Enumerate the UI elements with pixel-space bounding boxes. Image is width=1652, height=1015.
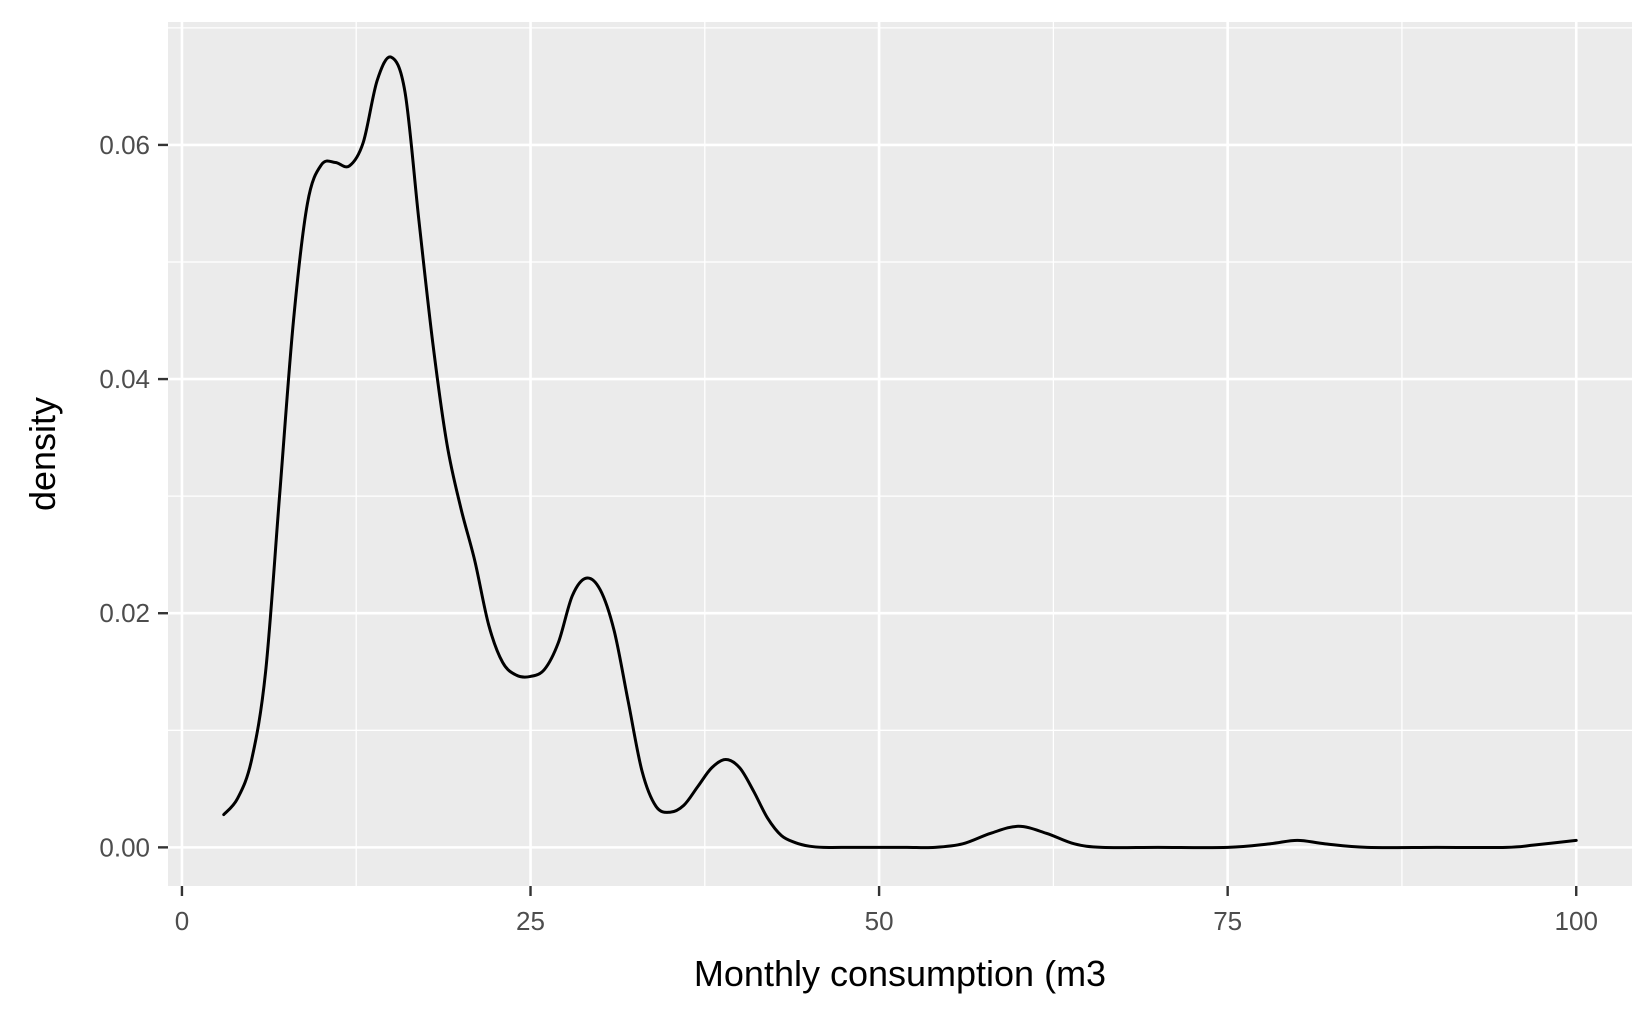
x-axis-title: Monthly consumption (m3: [694, 953, 1106, 994]
y-tick-label: 0.04: [99, 364, 150, 394]
y-tick-label: 0.02: [99, 598, 150, 628]
x-tick-label: 75: [1213, 906, 1242, 936]
x-tick-label: 50: [865, 906, 894, 936]
y-axis: 0.00 0.02 0.04 0.06: [99, 130, 168, 862]
density-curve-line: [222, 55, 1578, 850]
minor-gridlines: [168, 22, 1632, 886]
plot-panel: [168, 22, 1632, 886]
y-tick-label: 0.00: [99, 832, 150, 862]
x-tick-label: 0: [175, 906, 189, 936]
y-tick-label: 0.06: [99, 130, 150, 160]
x-tick-label: 100: [1555, 906, 1598, 936]
x-axis: 0 25 50 75 100: [175, 886, 1598, 936]
x-tick-label: 25: [516, 906, 545, 936]
y-axis-title: density: [22, 397, 63, 511]
